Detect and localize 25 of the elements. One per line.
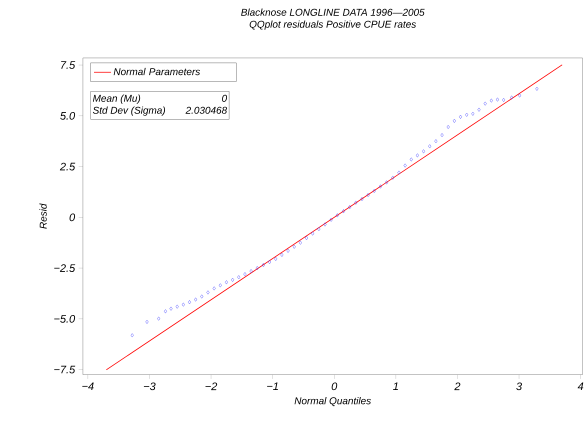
annotation: Mean (Mu): [92, 94, 140, 104]
chart-title: Blacknose LONGLINE DATA 1996—2005: [241, 8, 425, 16]
x-tick-label: −3: [144, 382, 156, 390]
x-tick-label: −2: [206, 382, 218, 390]
x-axis-title: Normal Quantiles: [294, 397, 371, 406]
x-tick-label: 3: [516, 382, 522, 390]
y-tick-label: 7.5: [61, 61, 76, 70]
legend-label: Normal Parameters: [114, 68, 200, 76]
y-tick-label: −7.5: [54, 366, 76, 374]
y-tick-label: 2.5: [60, 162, 76, 171]
annotation: 0: [222, 94, 228, 102]
annotation: Std Dev (Sigma): [92, 106, 166, 116]
chart-subtitle: QQplot residuals Positive CPUE rates: [250, 20, 416, 30]
x-tick-label: 2: [454, 382, 460, 390]
y-tick-label: 5.0: [60, 112, 76, 120]
x-tick-label: −1: [267, 382, 278, 390]
y-tick-label: 0: [70, 214, 76, 222]
x-tick-label: 0: [332, 382, 338, 390]
y-axis-title: Resid: [39, 204, 47, 229]
x-tick-label: 4: [578, 382, 584, 390]
y-tick-label: −2.5: [54, 264, 76, 272]
y-tick-label: −5.0: [54, 315, 76, 323]
x-tick-label: −4: [82, 382, 94, 390]
x-tick-label: 1: [393, 382, 398, 390]
annotation: 2.030468: [186, 106, 228, 114]
